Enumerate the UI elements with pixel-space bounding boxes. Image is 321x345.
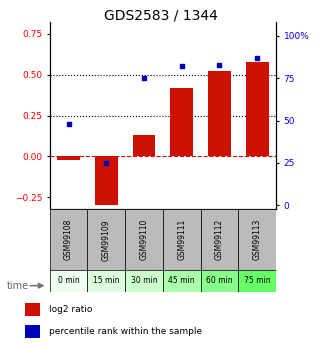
Bar: [50, 270, 87, 292]
Point: [255, 55, 260, 61]
Bar: [57, 156, 80, 160]
Bar: [87, 270, 125, 292]
Bar: [246, 62, 268, 156]
Bar: [87, 209, 125, 271]
Text: GSM99110: GSM99110: [140, 219, 149, 260]
Text: GSM99111: GSM99111: [177, 219, 186, 260]
Bar: [238, 209, 276, 271]
Bar: [50, 209, 87, 271]
Text: 30 min: 30 min: [131, 276, 157, 285]
Bar: [125, 209, 163, 271]
Text: time: time: [7, 281, 29, 290]
Text: 60 min: 60 min: [206, 276, 233, 285]
Text: GDS2583 / 1344: GDS2583 / 1344: [104, 9, 217, 23]
Bar: [201, 209, 238, 271]
Bar: [163, 209, 201, 271]
Bar: [25, 325, 40, 338]
Bar: [163, 270, 201, 292]
Point: [142, 76, 147, 81]
Text: log2 ratio: log2 ratio: [48, 305, 92, 314]
Text: 45 min: 45 min: [169, 276, 195, 285]
Text: GSM99108: GSM99108: [64, 219, 73, 260]
Bar: [170, 88, 193, 156]
Text: GSM99112: GSM99112: [215, 219, 224, 260]
Text: 75 min: 75 min: [244, 276, 271, 285]
Point: [104, 160, 109, 166]
Point: [66, 121, 71, 127]
Point: [179, 64, 184, 69]
Bar: [95, 156, 117, 206]
Bar: [208, 71, 231, 156]
Point: [217, 62, 222, 68]
Bar: [238, 270, 276, 292]
Text: percentile rank within the sample: percentile rank within the sample: [48, 327, 202, 336]
Text: GSM99109: GSM99109: [102, 219, 111, 260]
Text: GSM99113: GSM99113: [253, 219, 262, 260]
Bar: [133, 135, 155, 156]
Bar: [201, 270, 238, 292]
Text: 0 min: 0 min: [58, 276, 80, 285]
Bar: [25, 303, 40, 316]
Text: 15 min: 15 min: [93, 276, 120, 285]
Bar: [125, 270, 163, 292]
